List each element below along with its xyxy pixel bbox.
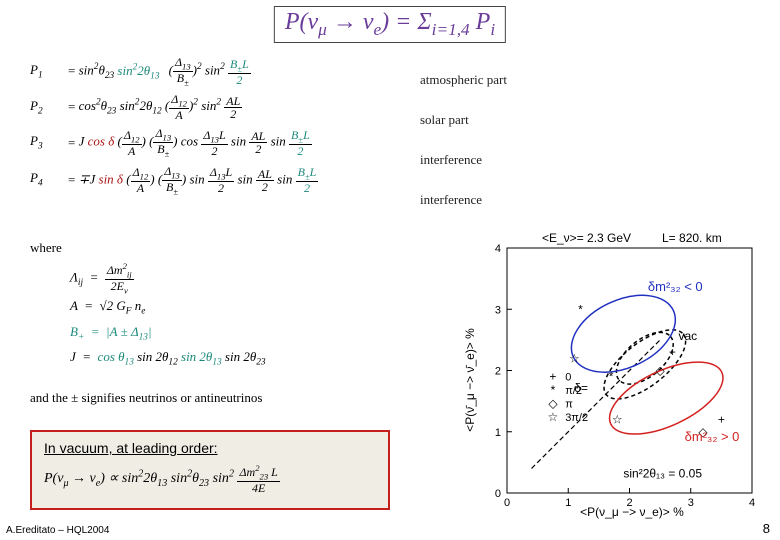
label-P4: interference xyxy=(420,192,507,208)
svg-text:+: + xyxy=(549,370,556,384)
svg-text:4: 4 xyxy=(495,243,501,255)
biprobability-plot: 0123401234*+◇☆*+◇☆δm²₃₂ < 0δm²₃₂ > 0vacs… xyxy=(462,230,762,520)
svg-text:δm²₃₂ < 0: δm²₃₂ < 0 xyxy=(648,279,703,294)
svg-text:*: * xyxy=(551,383,556,397)
svg-text:☆: ☆ xyxy=(548,410,559,424)
svg-text:0: 0 xyxy=(504,497,510,509)
svg-text:4: 4 xyxy=(749,497,755,509)
svg-text:+: + xyxy=(718,413,725,427)
svg-text:◇: ◇ xyxy=(548,397,558,411)
svg-text:+: + xyxy=(669,345,676,359)
svg-text:vac: vac xyxy=(679,329,698,343)
page-number: 8 xyxy=(763,521,770,536)
svg-text:π: π xyxy=(565,399,573,411)
svg-text:δm²₃₂ > 0: δm²₃₂ > 0 xyxy=(685,429,740,444)
svg-text:3: 3 xyxy=(688,497,694,509)
svg-text:*: * xyxy=(578,302,583,316)
svg-text:π/2: π/2 xyxy=(565,385,582,397)
svg-text:☆: ☆ xyxy=(569,351,580,365)
chart-ylabel: <P(ν̄_μ −> ν̄_e)> % xyxy=(463,328,477,432)
svg-text:2: 2 xyxy=(495,366,501,378)
def-Bplus: B+ = |A ± Δ13| xyxy=(70,321,266,347)
label-P2: solar part xyxy=(420,112,507,128)
chart-title-energy: <E_ν>= 2.3 GeV xyxy=(542,231,631,245)
svg-text:☆: ☆ xyxy=(612,413,623,427)
where-text: where xyxy=(30,240,266,256)
equation-labels: atmospheric part solar part interference… xyxy=(420,72,507,232)
plusminus-note: and the ± signifies neutrinos or antineu… xyxy=(30,390,262,406)
svg-text:1: 1 xyxy=(565,497,571,509)
svg-text:3: 3 xyxy=(495,304,501,316)
def-A: A = √2 GF ne xyxy=(70,295,266,321)
equation-P1: P1 = sin2θ23 sin22θ13 (Δ13B±)2 sin2 B±L2 xyxy=(30,56,318,87)
svg-text:3π/2: 3π/2 xyxy=(565,412,588,424)
svg-text:0: 0 xyxy=(495,488,501,500)
def-J: J = cos θ13 sin 2θ12 sin 2θ13 sin 2θ23 xyxy=(70,346,266,372)
vacuum-box-title: In vacuum, at leading order: xyxy=(44,440,376,456)
label-P3: interference xyxy=(420,152,507,168)
chart-svg: 0123401234*+◇☆*+◇☆δm²₃₂ < 0δm²₃₂ > 0vacs… xyxy=(462,230,762,520)
svg-text:sin²2θ₁₃ = 0.05: sin²2θ₁₃ = 0.05 xyxy=(623,467,702,481)
svg-text:◇: ◇ xyxy=(656,364,666,378)
def-Lambda: Λij = Δm2ij2Eν xyxy=(70,262,266,295)
footer-author: A.Ereditato – HQL2004 xyxy=(6,525,109,536)
equation-P4: P4 = ∓J sin δ (Δ12A) (Δ13B±) sin Δ13L2 s… xyxy=(30,165,318,196)
vacuum-box-equation: P(νμ → νe) ∝ sin22θ13 sin2θ23 sin2 Δm223… xyxy=(44,464,376,494)
oscillation-probability-formula: P(νμ → νe) = Σi=1,4 Pi xyxy=(274,6,506,43)
equation-P2: P2 = cos2θ23 sin22θ12 (Δ12A)2 sin2 AL2 xyxy=(30,93,318,121)
definitions-block: where Λij = Δm2ij2Eν A = √2 GF ne B+ = |… xyxy=(30,240,266,372)
label-P1: atmospheric part xyxy=(420,72,507,88)
probability-terms: P1 = sin2θ23 sin22θ13 (Δ13B±)2 sin2 B±L2… xyxy=(30,56,318,202)
svg-text:0: 0 xyxy=(565,372,571,384)
chart-xlabel: <P(ν_μ −> ν_e)> % xyxy=(580,505,684,519)
equation-P3: P3 = J cos δ (Δ12A) (Δ13B±) cos Δ13L2 si… xyxy=(30,127,318,158)
vacuum-leading-order-box: In vacuum, at leading order: P(νμ → νe) … xyxy=(30,430,390,510)
svg-text:1: 1 xyxy=(495,427,501,439)
svg-text:*: * xyxy=(609,370,614,384)
chart-title-baseline: L= 820. km xyxy=(662,231,722,245)
